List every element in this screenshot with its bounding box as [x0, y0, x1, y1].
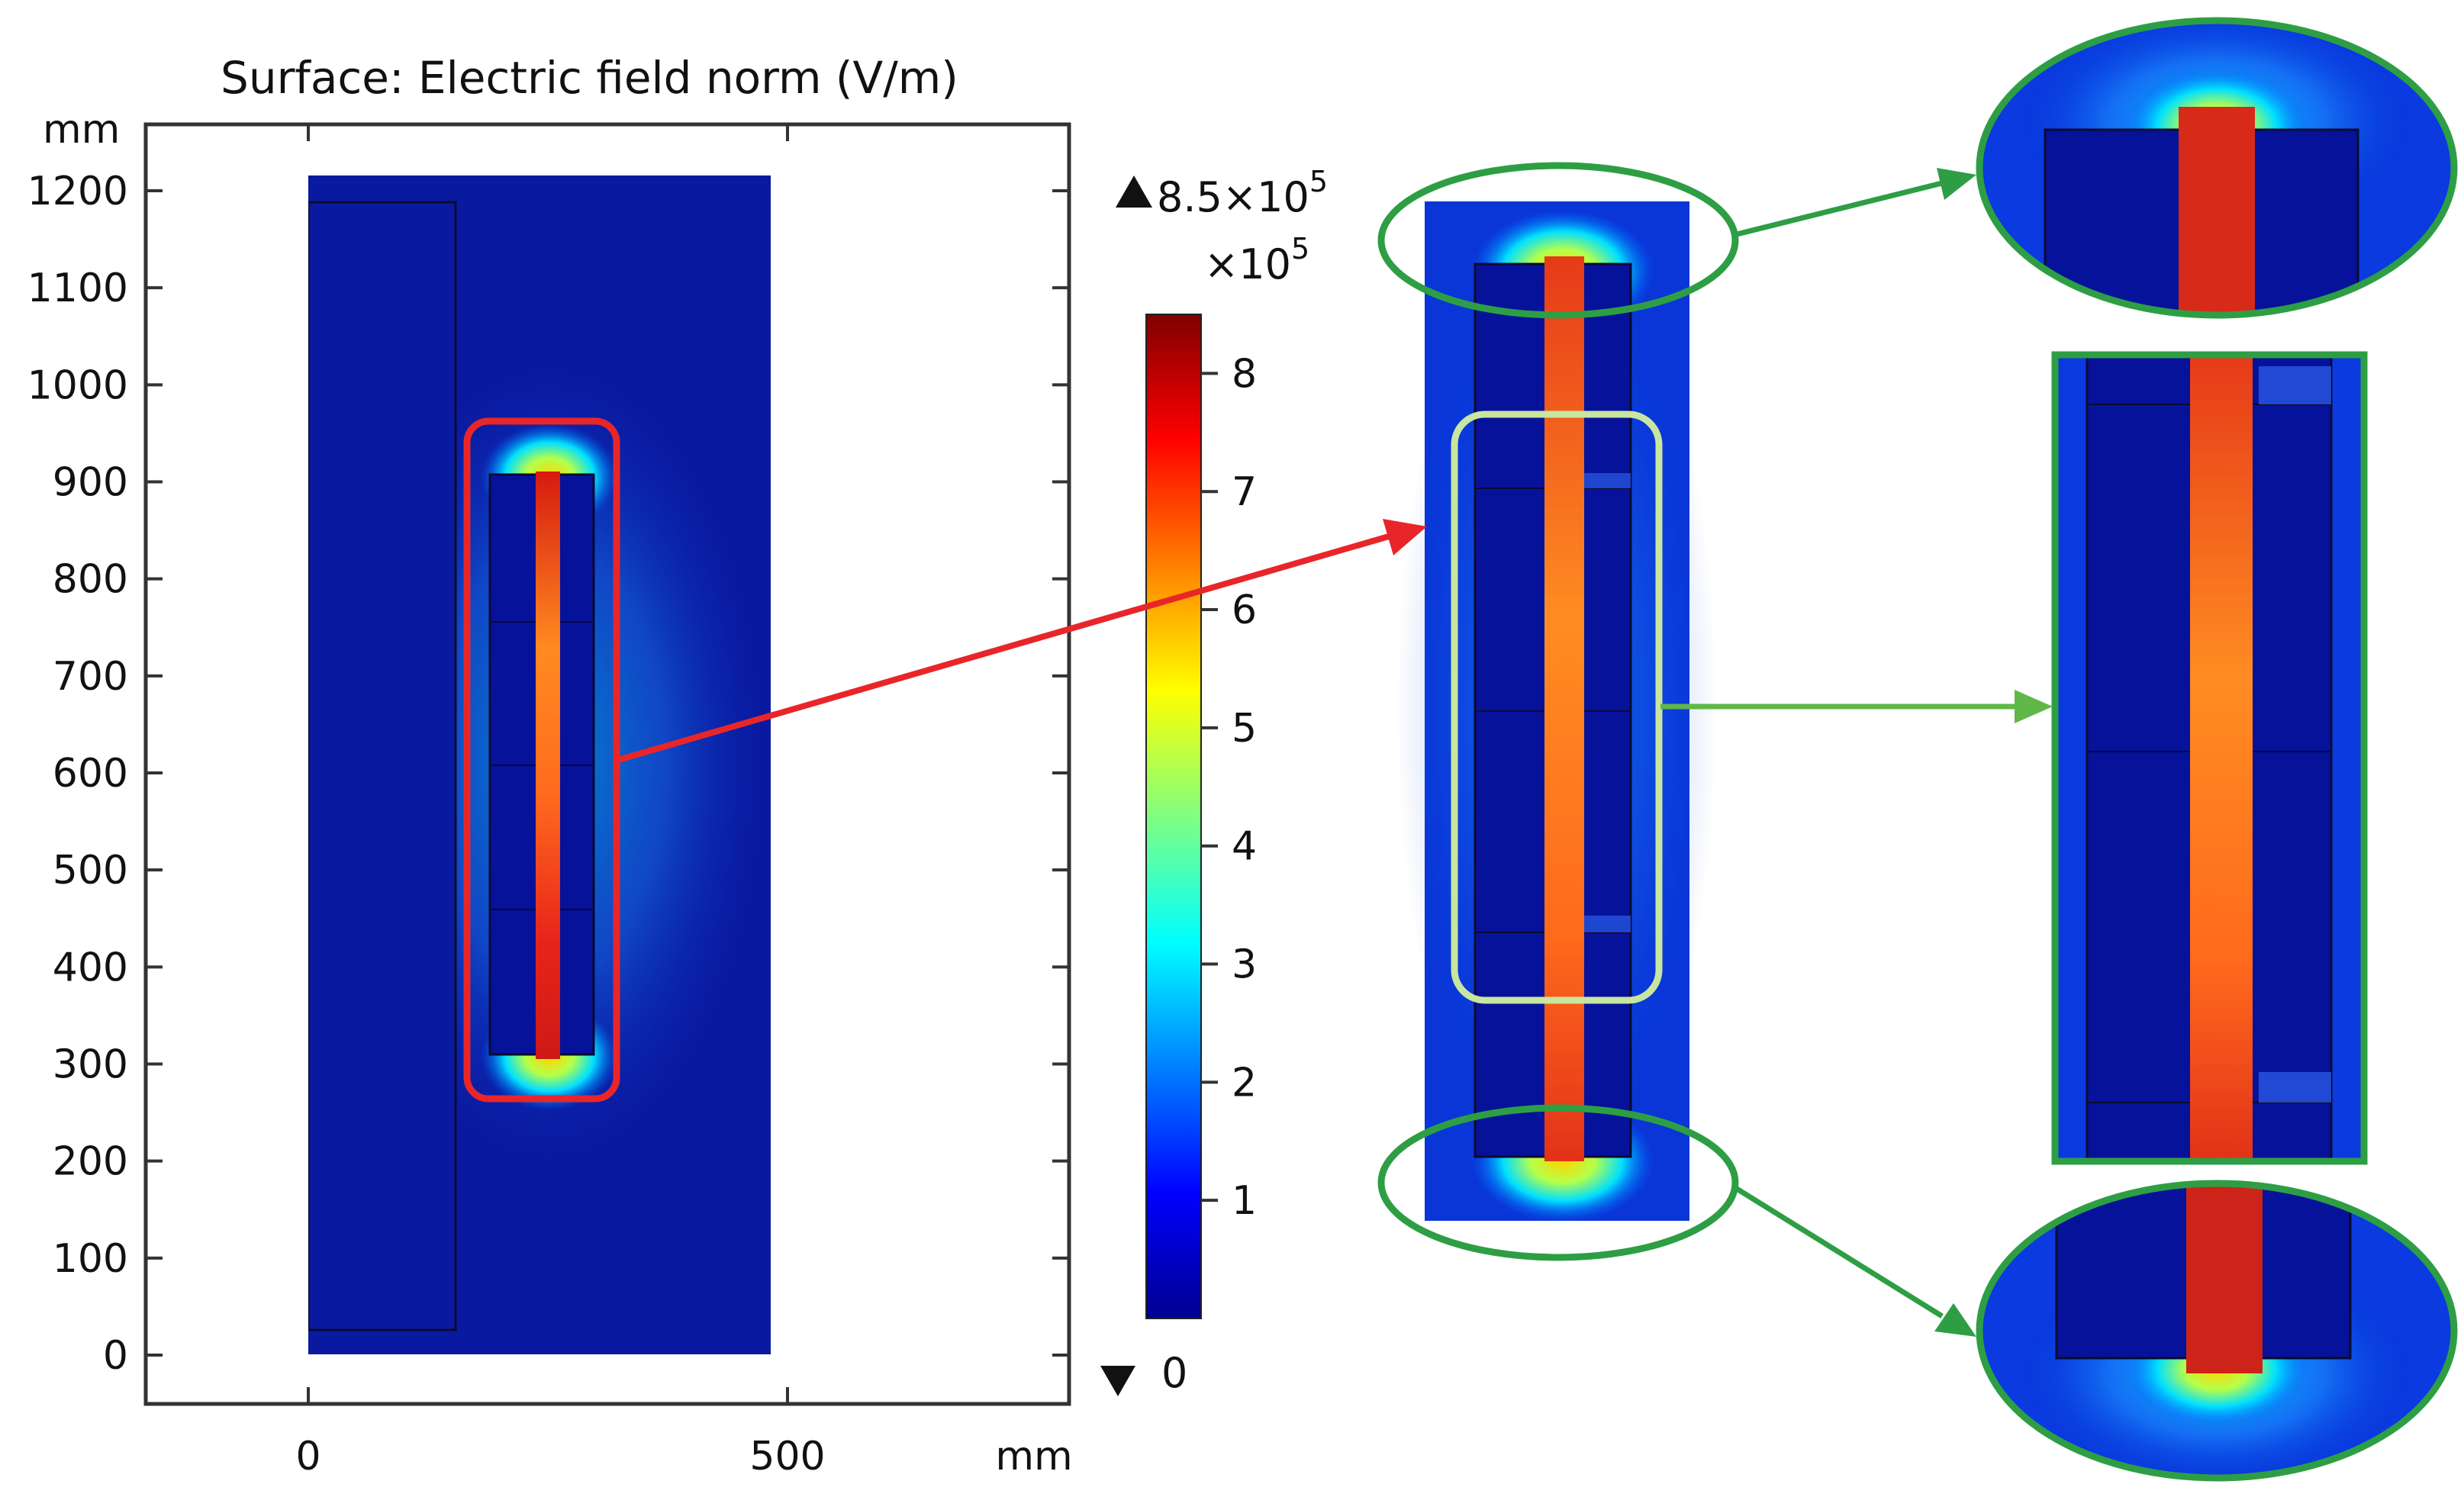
x-axis: 0 500 mm [295, 124, 1073, 1479]
colorbar-tick-label: 7 [1232, 469, 1257, 515]
y-tick-label: 700 [53, 654, 128, 700]
colorbar-max-label: 8.5×105 [1157, 165, 1328, 221]
y-tick-label: 1200 [27, 169, 128, 214]
y-tick-label: 400 [53, 945, 128, 990]
y-tick-label: 200 [53, 1139, 128, 1185]
min-triangle-icon [1100, 1366, 1135, 1396]
colorbar-tick-label: 1 [1232, 1178, 1257, 1224]
plot-title: Surface: Electric field norm (V/m) [221, 52, 958, 104]
y-tick-label: 800 [53, 557, 128, 603]
green-ellipse-top [1377, 162, 1739, 319]
zoom-middle-box [2051, 351, 2368, 1165]
colorbar-tick-label: 6 [1232, 588, 1257, 633]
zoom-top-ellipse [1976, 17, 2458, 319]
main-plot: Surface: Electric field norm (V/m) mm 12… [27, 52, 1073, 1479]
colorbar-gradient [1145, 314, 1202, 1319]
left-slab [308, 201, 457, 1331]
green-arrow-bottom [1735, 1186, 1944, 1318]
green-ellipse-bottom [1377, 1104, 1739, 1261]
green-arrowhead-middle-icon [2015, 690, 2053, 723]
max-triangle-icon [1116, 175, 1152, 208]
y-tick-label: 600 [53, 751, 128, 797]
zoom-middle-detail [2051, 351, 2368, 1165]
light-green-box [1451, 410, 1663, 1004]
zoom-bottom-detail [1976, 1180, 2458, 1482]
colorbar-tick-label: 2 [1232, 1060, 1257, 1106]
y-tick-label: 1000 [27, 362, 128, 408]
zoom-panel [1377, 162, 1739, 1261]
y-tick-label: 0 [103, 1333, 128, 1379]
colorbar-tick-label: 3 [1232, 942, 1257, 988]
colorbar: 8.5×105 ×105 8 7 6 5 4 3 2 1 0 [1100, 165, 1328, 1397]
red-arrowhead-icon [1383, 519, 1427, 555]
colorbar-multiplier: ×105 [1204, 232, 1309, 288]
field-strip [536, 472, 560, 1059]
zoom-top-detail [1976, 17, 2458, 319]
plot-axes-frame [143, 122, 1071, 1406]
y-unit-label: mm [43, 107, 120, 153]
green-arrow-top [1736, 180, 1943, 237]
colorbar-tick-label: 4 [1232, 824, 1257, 870]
y-tick-label: 1100 [27, 266, 128, 311]
y-tick-label: 500 [53, 848, 128, 893]
y-tick-label: 100 [53, 1236, 128, 1282]
y-tick-label: 900 [53, 460, 128, 506]
x-unit-label: mm [995, 1434, 1072, 1479]
colorbar-tick-label: 5 [1232, 706, 1257, 752]
green-arrowhead-top-icon [1937, 168, 1976, 200]
x-tick-label: 0 [295, 1434, 320, 1479]
red-arrow [617, 533, 1390, 763]
y-tick-label: 300 [53, 1042, 128, 1088]
zoom-bottom-ellipse [1976, 1180, 2458, 1482]
red-highlight-box [463, 417, 620, 1103]
zoom-field-strip [1544, 256, 1584, 1161]
x-tick-label: 500 [749, 1434, 825, 1479]
green-arrowhead-bottom-icon [1934, 1303, 1976, 1337]
colorbar-min-label: 0 [1161, 1349, 1187, 1397]
annotation-arrows [617, 168, 2053, 1337]
colorbar-tick-label: 8 [1232, 351, 1257, 397]
